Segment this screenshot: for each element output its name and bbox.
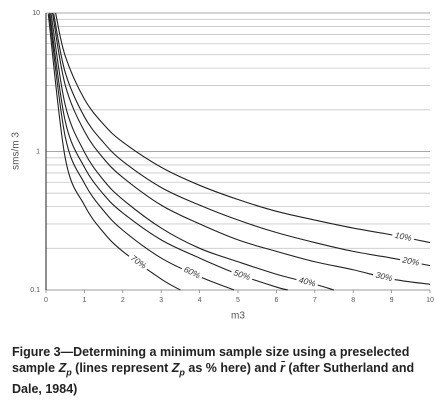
y-tick-label: 10 <box>32 10 40 17</box>
curve-label-group: 10% <box>391 230 415 245</box>
curve-label: 10% <box>394 230 413 243</box>
x-tick-label: 8 <box>351 297 355 304</box>
curve <box>55 12 431 244</box>
caption-part: Figure 3—Determining a minimum sample si… <box>12 345 410 375</box>
figure-caption: Figure 3—Determining a minimum sample si… <box>12 344 417 397</box>
curve-label: 20% <box>401 254 421 267</box>
caption-part: p <box>179 367 185 378</box>
caption-part: as % here) and <box>184 361 281 375</box>
curve <box>47 14 181 291</box>
curve-label-group: 40% <box>295 274 320 290</box>
x-tick-label: 9 <box>390 297 394 304</box>
curve-label-group: 50% <box>229 267 254 284</box>
curve <box>53 13 431 267</box>
x-tick-label: 5 <box>236 297 240 304</box>
caption-part: p <box>66 367 72 378</box>
curve-label-bg <box>391 230 415 245</box>
curve-label-group: 20% <box>399 254 423 269</box>
curve-label-bg <box>179 263 204 283</box>
caption-part: r̄ <box>280 361 285 375</box>
x-axis-label: m3 <box>231 311 245 322</box>
curve-label-bg <box>229 267 254 284</box>
caption-part: (after Sutherland and Dale, 1984) <box>12 361 415 396</box>
curve <box>49 13 289 291</box>
curve <box>50 12 335 291</box>
curve-label-group: 30% <box>372 269 396 285</box>
x-tick-label: 4 <box>198 297 202 304</box>
x-tick-label: 0 <box>44 297 48 304</box>
curve-label-bg <box>295 274 320 290</box>
curve <box>51 12 431 285</box>
x-tick-label: 6 <box>274 297 278 304</box>
curve-label: 40% <box>298 275 317 289</box>
curve-label-group: 60% <box>179 263 204 283</box>
y-tick-label: 0.1 <box>30 287 40 294</box>
y-axis-label: sms/m 3 <box>11 132 22 170</box>
caption-part: Z <box>171 361 180 375</box>
x-tick-label: 3 <box>159 297 163 304</box>
x-tick-label: 2 <box>121 297 125 304</box>
curve-label: 50% <box>232 267 252 282</box>
caption-part: (lines represent <box>71 361 172 375</box>
chart: m3 sms/m 3 0.1 1 10 0 1 2 3 4 5 6 7 8 9 10 10% 20% 30% 40… <box>11 10 434 322</box>
curve-label-bg <box>126 251 151 273</box>
x-tick-label: 10 <box>426 297 434 304</box>
curve-label-bg <box>372 269 396 285</box>
x-tick-label: 7 <box>313 297 317 304</box>
y-tick-label: 1 <box>36 148 40 155</box>
caption-part: Z <box>58 361 67 375</box>
curve-label-bg <box>399 254 423 269</box>
curve-label: 30% <box>375 270 394 284</box>
x-tick-label: 1 <box>82 297 86 304</box>
